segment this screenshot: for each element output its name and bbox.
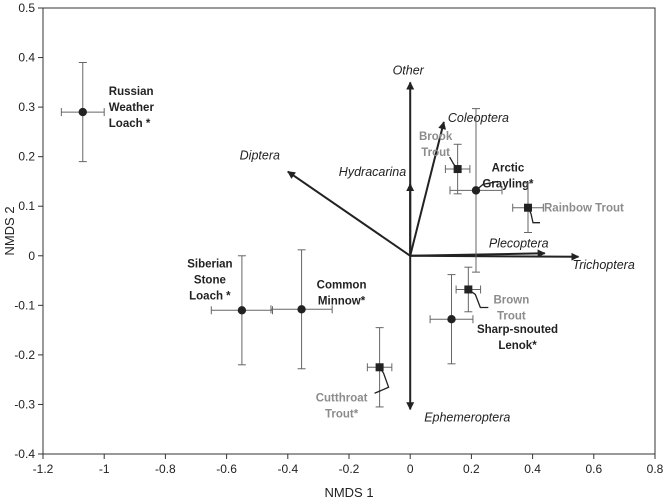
x-tick-label: 0.8 <box>647 462 664 476</box>
species-label-brown-trout: Brown Trout <box>493 294 529 322</box>
y-tick-label: -0.3 <box>14 397 35 411</box>
vector-label-coleoptera: Coleoptera <box>448 111 509 125</box>
x-tick-label: 0.4 <box>524 462 541 476</box>
vector-label-hydracarina: Hydracarina <box>339 165 406 179</box>
species-label-common-minnow: Common Minnow* <box>317 279 367 307</box>
point-russian-weather-loach <box>78 107 87 117</box>
species-label-arctic-grayling: Arctic Grayling* <box>482 162 534 190</box>
vector-label-diptera: Diptera <box>240 149 280 163</box>
y-tick-label: 0.3 <box>18 100 35 114</box>
x-tick-label: 0 <box>407 462 414 476</box>
species-label-rainbow-trout: Rainbow Trout <box>544 203 624 215</box>
x-tick-label: -0.6 <box>216 462 237 476</box>
plot-frame <box>42 7 656 455</box>
y-tick-label: 0.1 <box>18 199 35 213</box>
y-tick-label: 0.5 <box>18 1 35 15</box>
vector-trichoptera <box>410 252 580 261</box>
point-common-minnow <box>297 305 306 314</box>
vector-diptera <box>287 170 411 257</box>
species-label-russian-weather-loach: Russian Weather Loach * <box>109 86 155 130</box>
leader-line-brook-trout <box>449 156 459 170</box>
x-tick-label: -0.8 <box>155 462 176 476</box>
y-tick-label: 0.2 <box>18 150 35 164</box>
x-tick-label: -1 <box>99 462 110 476</box>
x-tick-label: -0.4 <box>277 462 298 476</box>
y-axis-ticks: 0.5 0.4 0.3 0.2 0.1 0 -0.1 -0.2 -0.3 -0.4 <box>14 1 43 461</box>
leader-line-brown-trout <box>467 288 489 309</box>
y-tick-label: -0.2 <box>14 348 35 362</box>
x-axis-title: NMDS 1 <box>324 485 373 500</box>
species-layer: Russian Weather Loach * Brook Trout Arctic Gra… <box>60 62 624 420</box>
species-label-cutthroat-trout: Cutthroat Trout* <box>316 392 368 420</box>
x-tick-label: 0.2 <box>463 462 480 476</box>
y-tick-label: -0.4 <box>14 447 35 461</box>
leader-line-arctic-grayling <box>475 180 499 191</box>
vector-label-ephemeroptera: Ephemeroptera <box>424 410 510 424</box>
y-axis-title: NMDS 2 <box>2 206 17 255</box>
x-tick-label: 0.6 <box>585 462 602 476</box>
vector-layer: Other Coleoptera Diptera Hydracarina Plecopt… <box>240 63 635 424</box>
x-axis-ticks: -1.2 -1 -0.8 -0.6 -0.4 -0.2 0 0.2 0.4 0.6 0.8 <box>33 454 664 476</box>
leader-line-cutthroat-trout <box>374 366 390 394</box>
x-tick-label: -1.2 <box>33 462 54 476</box>
point-sharp-snouted-lenok <box>447 315 456 324</box>
vector-label-plecoptera: Plecoptera <box>489 236 549 250</box>
species-label-sharp-snouted-lenok: Sharp-snouted Lenok* <box>477 324 558 352</box>
y-tick-label: 0 <box>28 249 35 263</box>
leader-line-rainbow-trout <box>527 207 541 224</box>
point-siberian-stone-loach <box>237 306 247 315</box>
y-tick-label: 0.4 <box>18 51 35 65</box>
species-label-siberian-stone-loach: Siberian Stone Loach * <box>187 258 232 302</box>
species-label-brook-trout: Brook Trout <box>419 131 453 159</box>
x-tick-label: -0.2 <box>339 462 360 476</box>
vector-label-other: Other <box>393 63 425 77</box>
vector-label-trichoptera: Trichoptera <box>573 258 635 272</box>
y-tick-label: -0.1 <box>14 298 35 312</box>
vector-coleoptera <box>409 121 446 257</box>
